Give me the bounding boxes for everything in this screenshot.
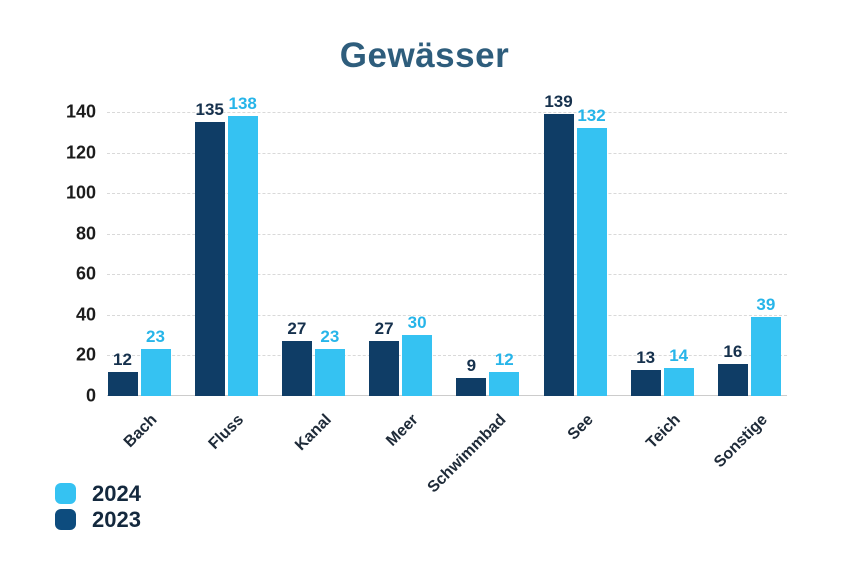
y-tick-label: 80 bbox=[75, 223, 96, 244]
bar-value-label: 139 bbox=[544, 92, 573, 112]
bar-value-label: 23 bbox=[320, 327, 340, 347]
bar-value-label: 12 bbox=[494, 349, 514, 369]
bar-2024-kanal bbox=[314, 349, 345, 396]
y-tick-label: 40 bbox=[75, 304, 96, 325]
y-tick-label: 0 bbox=[85, 385, 96, 406]
y-tick-label: 120 bbox=[65, 142, 96, 163]
bar-2024-meer bbox=[402, 335, 433, 396]
bar-2023-bach bbox=[107, 371, 138, 396]
bar-value-label: 16 bbox=[723, 341, 743, 361]
bar-value-label: 13 bbox=[636, 347, 656, 367]
bar-value-label: 39 bbox=[756, 294, 776, 314]
y-tick-label: 20 bbox=[75, 344, 96, 365]
x-category-label: Kanal bbox=[291, 411, 335, 455]
gridline bbox=[107, 233, 787, 235]
bar-value-label: 132 bbox=[577, 106, 606, 126]
legend-swatch-2023 bbox=[55, 509, 76, 530]
bar-2024-see bbox=[576, 128, 607, 396]
y-tick-label: 60 bbox=[75, 263, 96, 284]
bar-2023-schwimmbad bbox=[456, 377, 487, 396]
gridline bbox=[107, 355, 787, 357]
y-tick-label: 100 bbox=[65, 182, 96, 203]
bar-2023-see bbox=[543, 114, 574, 396]
bar-value-label: 12 bbox=[113, 349, 132, 369]
bar-value-label: 14 bbox=[669, 345, 689, 365]
bar-2023-teich bbox=[630, 369, 661, 396]
bar-2024-fluss bbox=[227, 116, 258, 396]
bar-value-label: 9 bbox=[466, 355, 477, 375]
bar-2023-kanal bbox=[281, 341, 312, 396]
bar-value-label: 27 bbox=[374, 319, 394, 339]
gridline bbox=[107, 274, 787, 276]
x-axis: Bach Fluss Kanal Meer Schwimmbad See Teich Sons… bbox=[107, 396, 787, 516]
x-category-label: See bbox=[564, 411, 597, 444]
bar-2023-fluss bbox=[194, 122, 225, 396]
bar-value-label: 138 bbox=[228, 94, 257, 114]
bar-2024-teich bbox=[663, 367, 694, 396]
bar-2023-meer bbox=[369, 341, 400, 396]
chart-title: Gewässer bbox=[339, 36, 510, 75]
bar-2023-sonstige bbox=[717, 363, 748, 396]
bar-value-label: 135 bbox=[195, 100, 224, 120]
bar-value-label: 27 bbox=[287, 319, 307, 339]
y-axis: 0 20 40 60 80 100 120 140 bbox=[30, 102, 96, 406]
gridline bbox=[107, 152, 787, 154]
x-category-label: Meer bbox=[383, 411, 422, 450]
gridline bbox=[107, 193, 787, 195]
x-category-label: Schwimmbad bbox=[424, 411, 510, 497]
bar-2024-sonstige bbox=[750, 316, 781, 396]
x-axis-baseline bbox=[107, 395, 787, 396]
x-category-label: Fluss bbox=[205, 411, 248, 453]
bar-2024-schwimmbad bbox=[489, 371, 520, 396]
bar-2024-bach bbox=[140, 349, 171, 396]
x-category-label: Teich bbox=[642, 411, 684, 453]
x-category-label: Sonstige bbox=[710, 411, 771, 472]
gridline bbox=[107, 112, 787, 113]
bar-value-label: 30 bbox=[407, 313, 427, 333]
gridline bbox=[107, 314, 787, 316]
legend-label: 2023 bbox=[92, 506, 141, 532]
legend-item-2023: 2023 bbox=[55, 506, 141, 532]
y-tick-label: 140 bbox=[65, 101, 96, 122]
bar-value-label: 23 bbox=[146, 327, 165, 347]
plot-area: 12 23 135 138 27 23 27 30 9 12 139 132 13 14 16 39 bbox=[107, 93, 787, 396]
legend-swatch-2024 bbox=[55, 483, 76, 504]
legend: 2024 2023 bbox=[55, 480, 141, 535]
legend-label: 2024 bbox=[92, 480, 141, 506]
legend-item-2024: 2024 bbox=[55, 480, 141, 506]
x-category-label: Bach bbox=[120, 411, 161, 451]
